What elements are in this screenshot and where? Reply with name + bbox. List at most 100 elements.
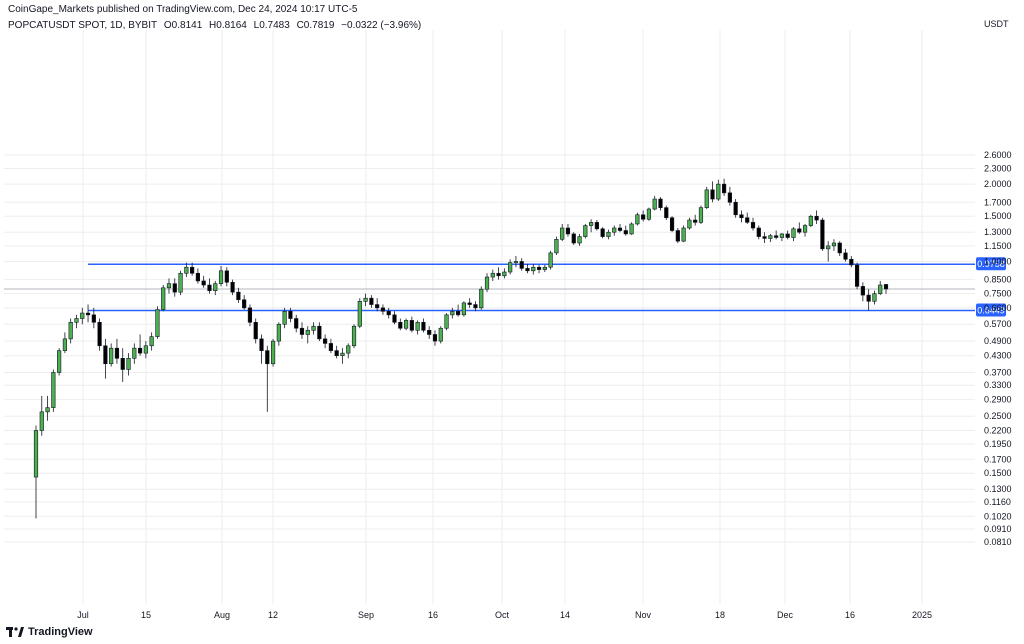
x-tick-label: Dec <box>777 610 794 620</box>
y-tick-label: 0.1300 <box>984 484 1012 494</box>
candle-up <box>57 350 62 373</box>
candle-up <box>109 347 114 365</box>
candle-down <box>536 266 542 270</box>
candle-down <box>849 258 854 266</box>
candle-down <box>334 350 339 356</box>
y-tick-label: 0.2900 <box>984 395 1012 405</box>
candle-down <box>317 325 322 340</box>
candle-up <box>126 358 131 370</box>
brand-label: TradingView <box>28 626 93 638</box>
candle-up <box>779 233 785 238</box>
candle-down <box>710 189 715 200</box>
axis-currency-label: USDT <box>984 19 1009 29</box>
candle-up <box>490 272 495 278</box>
candle-down <box>247 307 253 323</box>
candle-down <box>456 311 461 316</box>
x-tick-label: 15 <box>141 610 151 620</box>
candle-up <box>213 283 218 291</box>
candle-up <box>687 219 692 229</box>
candle-up <box>808 215 813 226</box>
candle-up <box>33 430 39 478</box>
candle-up <box>132 347 137 359</box>
candle-up <box>872 293 877 302</box>
candle-up <box>311 325 316 331</box>
candle-down <box>195 272 200 282</box>
candle-down <box>230 281 235 293</box>
candle-down <box>722 183 727 194</box>
candle-up <box>143 345 148 354</box>
candle-up <box>351 325 357 347</box>
candle-down <box>375 304 380 309</box>
candle-down <box>392 314 397 323</box>
candle-up <box>484 276 490 290</box>
candle-up <box>276 323 281 342</box>
candle-down <box>432 334 438 342</box>
candle-up <box>282 311 287 325</box>
candle-down <box>201 280 206 286</box>
y-tick-label: 0.2500 <box>984 411 1012 421</box>
candle-down <box>299 327 305 335</box>
candle-down <box>675 230 680 242</box>
x-tick-label: Nov <box>635 610 652 620</box>
tradingview-brand: TradingView <box>6 626 93 638</box>
candle-down <box>641 214 646 220</box>
candle-up <box>502 271 507 277</box>
candle-up <box>606 231 611 237</box>
publish-info: CoinGape_Markets published on TradingVie… <box>8 4 358 15</box>
time-axis[interactable]: Jul 15 Aug 12 Sep 16 Oct 14 Nov 18 Dec 16 2025 <box>77 610 932 620</box>
candles <box>33 178 889 519</box>
candle-down <box>380 307 386 312</box>
candle-down <box>137 347 143 354</box>
candle-up <box>166 283 172 289</box>
candle-up <box>450 311 455 316</box>
candle-up <box>80 312 85 319</box>
candle-down <box>253 321 258 340</box>
candle-up <box>508 262 513 273</box>
candle-up <box>39 411 44 431</box>
candle-up <box>438 327 443 342</box>
y-tick-label: 0.1950 <box>984 439 1012 449</box>
candle-down <box>733 201 738 216</box>
y-tick-label: 1.5000 <box>984 211 1012 221</box>
candle-up <box>554 239 559 254</box>
y-tick-label: 2.3000 <box>984 164 1012 174</box>
x-tick-label: Jul <box>77 610 89 620</box>
candle-up <box>577 236 582 244</box>
candle-up <box>403 320 409 329</box>
y-tick-label: 2.0000 <box>984 179 1012 189</box>
x-tick-label: Sep <box>358 610 374 620</box>
y-tick-label: 1.0000 <box>984 257 1012 267</box>
candle-down <box>496 272 501 277</box>
y-tick-label: 0.1700 <box>984 454 1012 464</box>
candle-down <box>294 318 299 329</box>
candle-up <box>444 314 449 329</box>
x-tick-label: Aug <box>214 610 230 620</box>
candle-down <box>854 264 860 287</box>
candle-up <box>589 222 594 226</box>
x-tick-label: 18 <box>715 610 725 620</box>
candle-down <box>617 227 623 231</box>
y-tick-label: 2.6000 <box>984 150 1012 160</box>
candle-down <box>756 227 761 237</box>
candle-up <box>415 321 420 331</box>
candle-down <box>97 321 102 347</box>
candle-up <box>161 287 166 310</box>
level-price-tag <box>976 303 1006 317</box>
candle-up <box>346 345 351 354</box>
candle-up <box>531 266 536 272</box>
x-tick-label: 12 <box>268 610 278 620</box>
candle-up <box>548 252 553 268</box>
open-value: O0.8141 <box>163 20 203 31</box>
y-tick-label: 1.1500 <box>984 241 1012 251</box>
candle-up <box>716 183 721 200</box>
candle-down <box>398 321 403 329</box>
candle-down <box>658 198 663 208</box>
x-tick-label: Oct <box>495 610 510 620</box>
high-value: H0.8164 <box>209 20 247 31</box>
price-axis[interactable]: USDT 2.6000 2.3000 2.0000 1.7000 1.5000 1.3000… <box>984 19 1012 547</box>
candle-down <box>860 286 865 296</box>
candle-down <box>519 261 524 269</box>
candle-down <box>750 222 756 229</box>
candle-down <box>774 235 779 238</box>
